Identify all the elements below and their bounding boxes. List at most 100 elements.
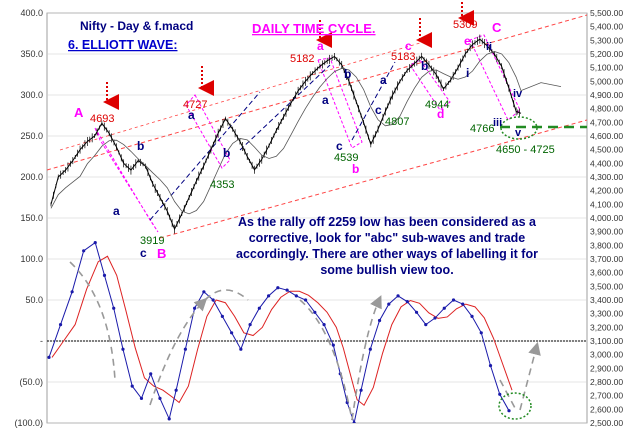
price-label-5182: 5182 — [290, 53, 314, 65]
left-tick-label: (100.0) — [14, 418, 43, 428]
macd-point — [167, 417, 171, 421]
chart-title: Nifty - Day & f.macd — [80, 19, 193, 33]
right-tick-label: 4,100.00 — [590, 199, 623, 209]
wave-box-ab — [94, 127, 159, 233]
wave-box-e — [469, 34, 521, 121]
macd-point — [368, 347, 372, 351]
macd-point — [248, 323, 252, 327]
macd-point — [202, 290, 206, 294]
wave-label-a5: a — [380, 73, 387, 87]
macd-point — [130, 384, 134, 388]
wave-label-c2: c — [336, 139, 343, 153]
annotation-note-box: As the rally off 2259 low has been consi… — [236, 215, 538, 277]
macd-point — [158, 396, 162, 400]
right-tick-label: 5,200.00 — [590, 49, 623, 59]
macd-points — [47, 241, 511, 423]
macd-point — [139, 396, 144, 400]
right-tick-label: 4,000.00 — [590, 213, 623, 223]
wave-label-B: B — [157, 246, 166, 261]
macd-point — [211, 298, 215, 302]
right-tick-label: 4,700.00 — [590, 117, 623, 127]
price-label-3919: 3919 — [140, 235, 164, 247]
left-tick-label: 150.0 — [20, 213, 43, 223]
left-tick-label: 300.0 — [20, 90, 43, 100]
annotation-note: As the rally off 2259 low has been consi… — [236, 215, 538, 277]
price-label-5183: 5183 — [391, 51, 415, 63]
gridlines — [47, 12, 587, 424]
cycle-arrow-3 — [204, 289, 249, 301]
channel-upper-line — [47, 14, 587, 171]
right-tick-label: 5,400.00 — [590, 22, 623, 32]
macd-point — [47, 355, 51, 359]
wave-label-a2: a — [188, 108, 195, 122]
right-tick-label: 3,800.00 — [590, 240, 623, 250]
right-tick-label: 4,500.00 — [590, 145, 623, 155]
macd-point — [112, 306, 116, 310]
right-tick-label: 5,500.00 — [590, 8, 623, 18]
price-moving-average — [50, 51, 562, 215]
wave-box-b — [185, 94, 231, 169]
wave-label-b3: b — [344, 67, 351, 81]
wave-label-b2: b — [223, 146, 230, 160]
wave-label-C: C — [492, 20, 502, 35]
macd-point — [257, 306, 261, 310]
macd-ellipse — [498, 392, 532, 420]
wave-label-c1: c — [140, 246, 147, 260]
macd-point — [377, 318, 382, 323]
macd-point — [387, 302, 391, 306]
left-tick-label: 350.0 — [20, 49, 43, 59]
trendline-2 — [239, 64, 331, 151]
left-tick-label: 100.0 — [20, 254, 43, 264]
left-tick-label: 50.0 — [25, 295, 43, 305]
left-tick-label: (50.0) — [19, 377, 43, 387]
right-tick-label: 2,800.00 — [590, 377, 623, 387]
price-label-4539: 4539 — [334, 152, 358, 164]
macd-point — [498, 392, 502, 396]
macd-point — [433, 316, 437, 320]
channel-mid-line — [59, 39, 431, 151]
wave-label-iii: iii — [493, 117, 502, 129]
macd-point — [303, 298, 308, 302]
macd-point — [239, 347, 243, 351]
wave-label-i: i — [466, 66, 469, 80]
wave-box-c — [317, 57, 363, 149]
price-label-4693: 4693 — [90, 113, 114, 125]
price-label-4727: 4727 — [183, 99, 207, 111]
right-tick-label: 4,300.00 — [590, 172, 623, 182]
right-tick-label: 2,900.00 — [590, 363, 623, 373]
wave-label-v: v — [515, 127, 522, 139]
wave-label-e: e — [464, 34, 471, 48]
left-tick-label: 200.0 — [20, 172, 43, 182]
macd-point — [507, 409, 511, 413]
macd-point — [193, 306, 197, 310]
macd-point — [70, 290, 74, 294]
macd-point — [183, 347, 187, 351]
right-tick-label: 3,900.00 — [590, 227, 623, 237]
macd-point — [276, 286, 280, 290]
macd-point — [93, 241, 97, 245]
wave-label-a1: a — [113, 204, 120, 218]
macd-point — [331, 343, 335, 347]
right-tick-label: 4,800.00 — [590, 104, 623, 114]
macd-point — [442, 306, 446, 310]
cycle-arrow-5 — [351, 295, 382, 421]
macd-point — [322, 323, 326, 327]
right-tick-label: 5,300.00 — [590, 35, 623, 45]
right-axis: 5,500.00 5,400.00 5,300.00 5,200.00 5,100.00… — [590, 8, 623, 428]
price-label-4807: 4807 — [385, 116, 409, 128]
price-line — [50, 38, 522, 231]
cycle-arrow-1 — [69, 261, 116, 381]
left-tick-label: 400.0 — [20, 8, 43, 18]
left-tick-label: - — [40, 336, 43, 346]
macd-point — [220, 314, 224, 318]
right-tick-label: 3,000.00 — [590, 350, 623, 360]
price-label-4944: 4944 — [425, 99, 449, 111]
wave-label-c3: c — [405, 39, 412, 53]
macd-point — [313, 310, 317, 314]
wave-label-c4: c — [375, 103, 382, 117]
wave-label-ii: ii — [486, 41, 492, 53]
channel-lower-line — [159, 119, 587, 239]
right-tick-label: 4,900.00 — [590, 90, 623, 100]
